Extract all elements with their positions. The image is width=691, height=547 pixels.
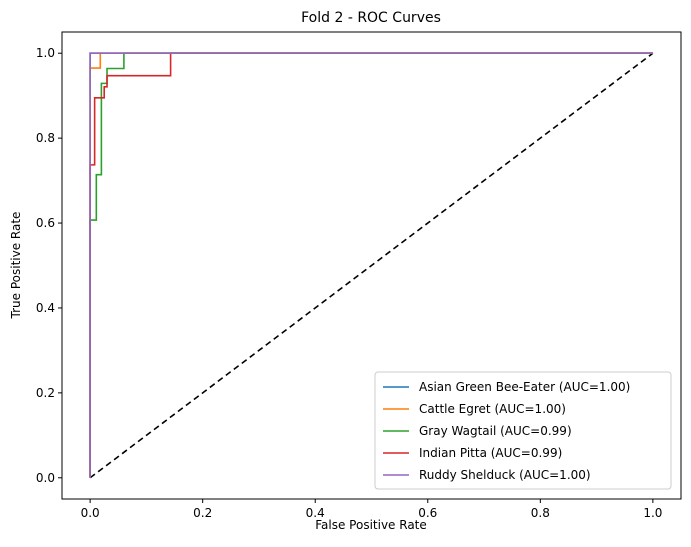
y-tick-label: 1.0 xyxy=(36,46,55,60)
legend: Asian Green Bee-Eater (AUC=1.00) Cattle E… xyxy=(374,371,672,490)
x-tick-label: 0.4 xyxy=(306,506,325,520)
x-axis-label: False Positive Rate xyxy=(315,518,427,532)
y-tick-label: 0.0 xyxy=(36,471,55,485)
legend-box xyxy=(374,371,672,490)
series-line-5 xyxy=(89,52,653,478)
reference-diagonal-line xyxy=(89,52,654,479)
legend-label-3: Gray Wagtail (AUC=0.99) xyxy=(419,424,572,438)
x-tick-label: 0.8 xyxy=(531,506,550,520)
legend-label-5: Ruddy Shelduck (AUC=1.00) xyxy=(419,468,591,482)
y-tick-label: 0.8 xyxy=(36,131,55,145)
x-tick-label: 0.2 xyxy=(193,506,212,520)
x-tick-label: 0.6 xyxy=(418,506,437,520)
series-line-4 xyxy=(89,52,653,478)
y-tick-label: 0.4 xyxy=(36,301,55,315)
plot-area: 0.0 0.2 0.4 0.6 0.8 1.0 0.0 0.2 0.4 0.6 0.8 1.0 Asia… xyxy=(36,31,682,520)
plot-frame xyxy=(61,31,682,500)
x-tick-label: 0.0 xyxy=(81,506,100,520)
x-tick-label: 1.0 xyxy=(643,506,662,520)
legend-label-2: Cattle Egret (AUC=1.00) xyxy=(419,402,566,416)
y-tick-label: 0.2 xyxy=(36,386,55,400)
y-axis-label: True Positive Rate xyxy=(9,212,23,320)
legend-label-1: Asian Green Bee-Eater (AUC=1.00) xyxy=(419,380,630,394)
chart-title: Fold 2 - ROC Curves xyxy=(301,10,441,26)
series-line-3 xyxy=(89,52,653,478)
legend-label-4: Indian Pitta (AUC=0.99) xyxy=(419,446,562,460)
y-tick-label: 0.6 xyxy=(36,216,55,230)
